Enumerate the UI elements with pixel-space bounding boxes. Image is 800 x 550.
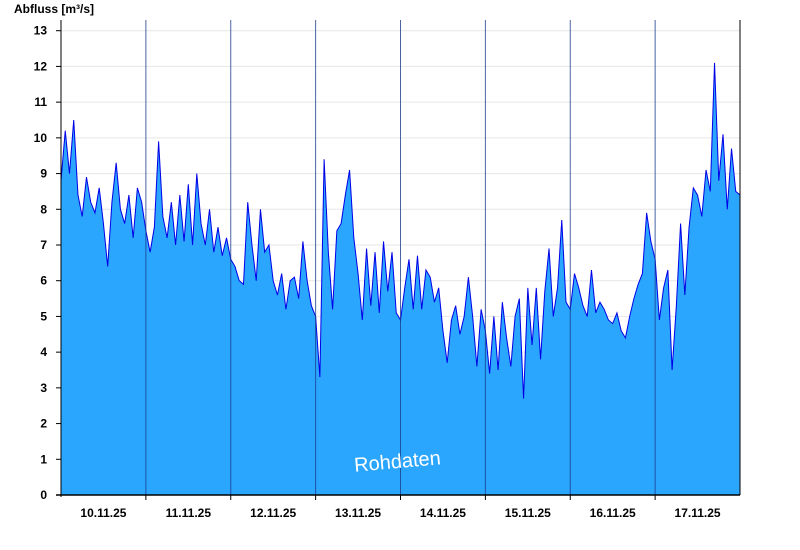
y-tick-label: 13 xyxy=(34,24,48,38)
x-tick-label: 15.11.25 xyxy=(505,506,551,520)
x-tick-label: 13.11.25 xyxy=(335,506,381,520)
y-tick-label: 8 xyxy=(40,202,47,216)
x-tick-label: 14.11.25 xyxy=(420,506,466,520)
y-tick-label: 2 xyxy=(40,417,47,431)
y-tick-label: 1 xyxy=(40,452,47,466)
y-tick-label: 11 xyxy=(34,95,47,109)
y-axis-title: Abfluss [m³/s] xyxy=(14,2,94,16)
x-tick-label: 11.11.25 xyxy=(166,506,212,520)
axes-layer xyxy=(56,20,741,500)
y-tick-label: 9 xyxy=(40,167,47,181)
x-tick-label: 10.11.25 xyxy=(80,506,126,520)
x-tick-label: 17.11.25 xyxy=(675,506,721,520)
y-tick-label: 5 xyxy=(40,309,47,323)
y-tick-label: 10 xyxy=(34,131,48,145)
y-tick-label: 7 xyxy=(40,238,47,252)
y-tick-label: 4 xyxy=(40,345,47,359)
x-tick-label: 16.11.25 xyxy=(590,506,636,520)
y-tick-label: 12 xyxy=(34,59,48,73)
y-tick-label: 3 xyxy=(40,381,47,395)
x-tick-labels: 10.11.25 11.11.25 12.11.25 13.11.25 14.11.25… xyxy=(80,506,721,520)
day-separator-lines xyxy=(145,20,656,495)
x-tick-label: 12.11.25 xyxy=(250,506,296,520)
y-tick-label: 6 xyxy=(40,274,47,288)
y-tick-label: 0 xyxy=(40,488,47,502)
